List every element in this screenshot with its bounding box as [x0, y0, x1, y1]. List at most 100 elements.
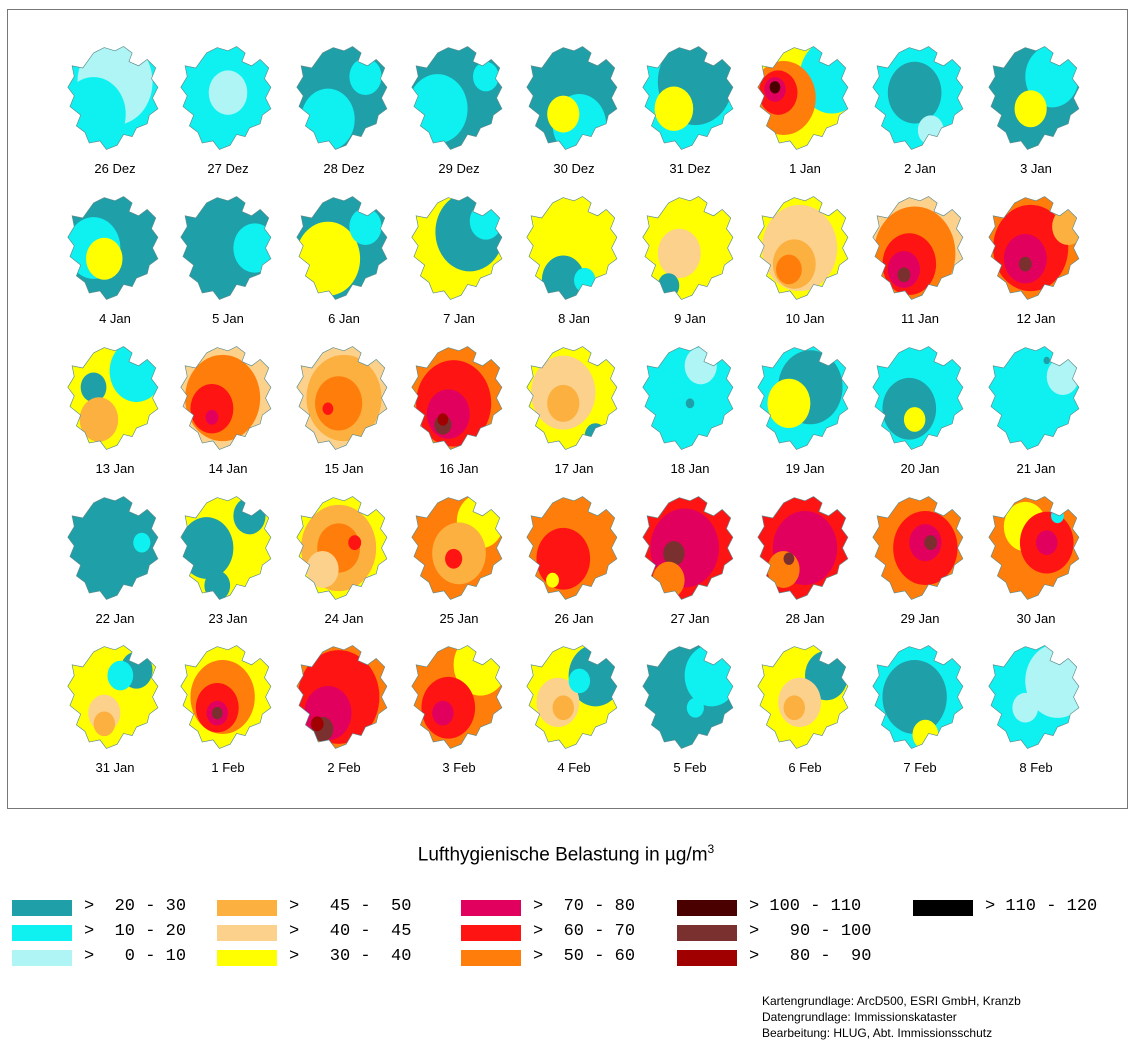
- day-map: 26 Dez: [56, 39, 174, 189]
- day-map: 13 Jan: [56, 339, 174, 489]
- concentration-zone: [547, 95, 580, 133]
- day-map: 18 Jan: [631, 339, 749, 489]
- legend-swatch: [913, 900, 973, 916]
- date-label: 27 Dez: [207, 161, 249, 176]
- region-outline: [67, 46, 159, 150]
- concentration-zone: [86, 237, 123, 280]
- region-outline: [526, 46, 618, 150]
- date-label: 18 Jan: [670, 461, 710, 476]
- day-map: 7 Jan: [400, 189, 518, 339]
- day-map: 12 Jan: [977, 189, 1095, 339]
- day-map: 26 Jan: [515, 489, 633, 639]
- concentration-zone: [799, 46, 848, 114]
- day-map: 20 Jan: [861, 339, 979, 489]
- legend-label: > 100 - 110: [749, 897, 862, 916]
- date-label: 31 Jan: [95, 760, 135, 775]
- region-map-svg: [526, 496, 618, 600]
- date-label: 27 Jan: [670, 611, 710, 626]
- date-label: 31 Dez: [669, 161, 711, 176]
- region-map-svg: [757, 346, 849, 450]
- region-outline: [757, 645, 849, 749]
- region-base: [67, 496, 158, 600]
- concentration-zone: [657, 228, 701, 279]
- day-map: 29 Dez: [400, 39, 518, 189]
- region-outline: [296, 496, 388, 600]
- concentration-zone: [783, 695, 805, 721]
- concentration-zone: [1046, 358, 1079, 396]
- region-map-svg: [67, 645, 159, 749]
- date-label: 23 Jan: [208, 611, 248, 626]
- region-outline: [411, 346, 503, 450]
- region-outline: [296, 196, 388, 300]
- concentration-zone: [924, 535, 938, 551]
- day-map: 5 Jan: [169, 189, 287, 339]
- date-label: 4 Feb: [557, 760, 591, 775]
- region-map-svg: [296, 46, 388, 150]
- date-label: 20 Jan: [900, 461, 940, 476]
- region-base: [180, 196, 271, 300]
- date-label: 17 Jan: [554, 461, 594, 476]
- date-label: 8 Feb: [1019, 760, 1053, 775]
- region-outline: [67, 645, 159, 749]
- concentration-zone: [536, 527, 591, 590]
- concentration-zone: [469, 202, 502, 240]
- concentration-zone: [686, 697, 704, 718]
- region-outline: [180, 46, 272, 150]
- region-outline: [988, 645, 1080, 749]
- concentration-zone: [685, 398, 695, 409]
- region-map-svg: [180, 46, 272, 150]
- date-label: 30 Jan: [1016, 611, 1056, 626]
- credit-line: Bearbeitung: HLUG, Abt. Immissionsschutz: [762, 1026, 993, 1040]
- concentration-zone: [79, 397, 119, 442]
- date-label: 22 Jan: [95, 611, 135, 626]
- legend-label: > 10 - 20: [84, 922, 187, 941]
- concentration-zone: [1051, 508, 1064, 524]
- region-outline: [180, 496, 272, 600]
- region-outline: [642, 46, 734, 150]
- region-map-svg: [67, 46, 159, 150]
- region-map-svg: [296, 196, 388, 300]
- concentration-zone: [654, 86, 694, 131]
- day-map: 30 Dez: [515, 39, 633, 189]
- region-map-svg: [411, 46, 503, 150]
- region-outline: [642, 346, 734, 450]
- region-map-svg: [757, 196, 849, 300]
- region-map-svg: [872, 346, 964, 450]
- legend-label: > 90 - 100: [749, 922, 872, 941]
- region-outline: [411, 645, 503, 749]
- concentration-zone: [882, 377, 937, 440]
- concentration-zone: [437, 413, 449, 426]
- day-map: 3 Feb: [400, 638, 518, 788]
- concentration-zone: [306, 550, 339, 588]
- concentration-zone: [1012, 692, 1039, 723]
- region-outline: [411, 46, 503, 150]
- date-label: 7 Feb: [903, 760, 937, 775]
- concentration-zone: [887, 61, 942, 124]
- region-map-svg: [642, 46, 734, 150]
- concentration-zone: [190, 384, 234, 434]
- day-map: 9 Jan: [631, 189, 749, 339]
- concentration-zone: [233, 223, 271, 273]
- region-map-svg: [526, 196, 618, 300]
- day-map: 22 Jan: [56, 489, 174, 639]
- date-label: 24 Jan: [324, 611, 364, 626]
- day-map: 10 Jan: [746, 189, 864, 339]
- region-map-svg: [526, 645, 618, 749]
- region-map-svg: [411, 496, 503, 600]
- concentration-zone: [107, 660, 134, 691]
- region-map-svg: [642, 496, 734, 600]
- day-map: 25 Jan: [400, 489, 518, 639]
- date-label: 30 Dez: [553, 161, 595, 176]
- region-map-svg: [526, 46, 618, 150]
- region-outline: [872, 645, 964, 749]
- concentration-zone: [767, 378, 811, 429]
- legend-swatch: [677, 900, 737, 916]
- credits: Kartengrundlage: ArcD500, ESRI GmbH, Kra…: [762, 993, 1021, 1041]
- concentration-zone: [1052, 208, 1079, 246]
- legend-swatch: [12, 925, 72, 941]
- date-label: 5 Jan: [212, 311, 244, 326]
- region-map-svg: [180, 196, 272, 300]
- region-outline: [757, 496, 849, 600]
- concentration-zone: [547, 384, 580, 422]
- legend-label: > 80 - 90: [749, 947, 872, 966]
